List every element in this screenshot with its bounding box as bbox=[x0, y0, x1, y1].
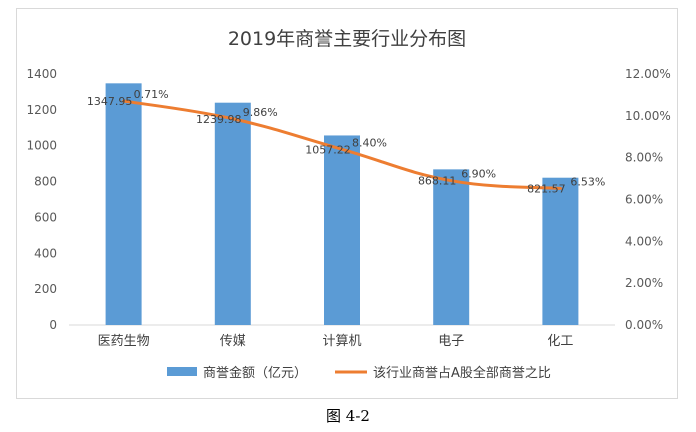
line-value-label: 6.53% bbox=[570, 175, 605, 188]
axes: 0 200 400 600 800 1000 1200 1400 0.00% 2.00% 4.00%… bbox=[26, 67, 670, 349]
bar-value-label: 1347.95 bbox=[87, 95, 133, 108]
bar-series bbox=[105, 83, 579, 325]
ratio-line bbox=[122, 99, 562, 190]
y-left-tick-label: 0 bbox=[49, 318, 57, 332]
legend-swatch-bar bbox=[167, 367, 197, 376]
bar bbox=[433, 169, 470, 325]
y-right-tick-label: 6.00% bbox=[625, 193, 663, 207]
legend: 商誉金额（亿元） 该行业商誉占A股全部商誉之比 bbox=[167, 365, 551, 381]
x-tick-label: 化工 bbox=[547, 334, 573, 349]
legend-label-bar: 商誉金额（亿元） bbox=[203, 365, 307, 381]
y-left-tick-label: 600 bbox=[34, 210, 57, 224]
bar bbox=[214, 102, 251, 325]
x-tick-label: 医药生物 bbox=[98, 334, 150, 349]
y-left-tick-label: 1200 bbox=[26, 103, 57, 117]
chart-title: 2019年商誉主要行业分布图 bbox=[228, 28, 466, 50]
y-left-tick-label: 400 bbox=[34, 246, 57, 260]
x-tick-label: 计算机 bbox=[322, 334, 361, 349]
line-series bbox=[122, 99, 562, 190]
y-right-tick-label: 0.00% bbox=[625, 318, 663, 332]
y-right-tick-label: 4.00% bbox=[625, 234, 663, 248]
data-labels: 1347.950.71% 1239.989.86% 1057.228.40% 868.… bbox=[87, 88, 606, 195]
x-tick-label: 电子 bbox=[438, 334, 464, 349]
bar bbox=[324, 135, 360, 325]
line-value-label: 8.40% bbox=[352, 136, 387, 149]
figure-caption: 图 4-2 bbox=[326, 407, 370, 425]
x-tick-label: 传媒 bbox=[220, 334, 246, 349]
y-right-tick-label: 2.00% bbox=[625, 276, 663, 290]
line-value-label: 6.90% bbox=[461, 168, 496, 181]
y-left-tick-label: 200 bbox=[34, 282, 57, 296]
bar bbox=[542, 177, 579, 325]
y-right-tick-label: 10.00% bbox=[625, 109, 671, 123]
bar-value-label: 1239.98 bbox=[196, 113, 242, 126]
y-right-tick-label: 8.00% bbox=[625, 151, 663, 165]
bar-value-label: 821.57 bbox=[527, 182, 566, 195]
chart-frame: 2019年商誉主要行业分布图 0 200 400 600 800 1000 1200 1400… bbox=[16, 8, 678, 399]
bar-value-label: 868.11 bbox=[418, 175, 457, 188]
legend-label-line: 该行业商誉占A股全部商誉之比 bbox=[373, 365, 551, 381]
line-value-label: 9.86% bbox=[243, 106, 278, 119]
y-left-tick-label: 1000 bbox=[26, 139, 57, 153]
combo-chart: 2019年商誉主要行业分布图 0 200 400 600 800 1000 1200 1400… bbox=[26, 28, 670, 381]
y-left-tick-label: 800 bbox=[34, 175, 57, 189]
bar bbox=[105, 83, 142, 325]
line-value-label: 0.71% bbox=[134, 88, 169, 101]
bar-value-label: 1057.22 bbox=[305, 143, 351, 156]
y-left-tick-label: 1400 bbox=[26, 67, 57, 81]
y-right-tick-label: 12.00% bbox=[625, 67, 671, 81]
